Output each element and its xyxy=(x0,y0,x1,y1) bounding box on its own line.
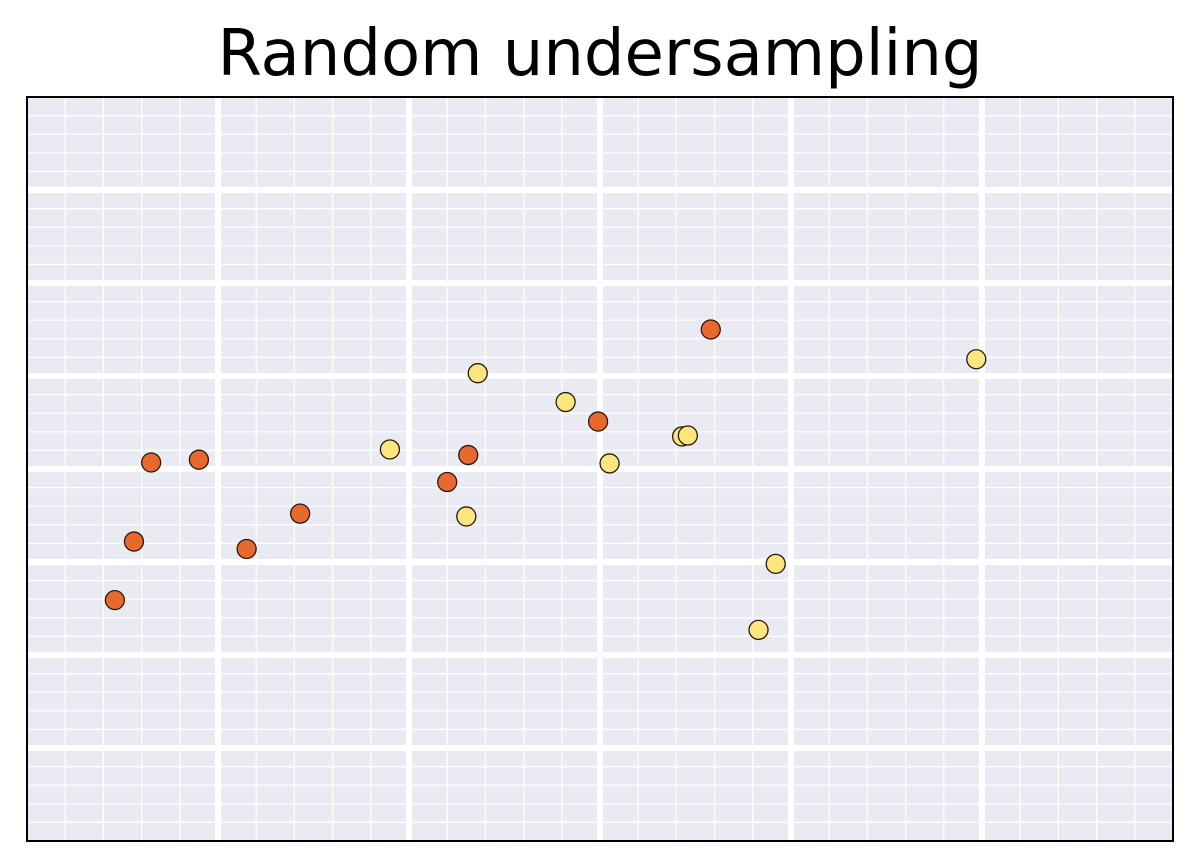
data-point xyxy=(458,444,479,466)
data-point xyxy=(123,531,145,552)
data-point xyxy=(677,425,699,446)
data-point xyxy=(236,538,257,560)
data-point xyxy=(599,453,620,474)
data-point xyxy=(555,391,576,413)
data-point xyxy=(289,503,311,524)
data-point xyxy=(456,506,477,527)
series-2 xyxy=(379,349,987,641)
series-1 xyxy=(104,319,721,611)
data-point xyxy=(765,553,786,575)
data-point xyxy=(104,589,126,611)
plot-frame xyxy=(26,96,1174,842)
data-point xyxy=(467,363,488,384)
data-point xyxy=(700,319,721,340)
data-point xyxy=(140,452,162,473)
data-point xyxy=(966,349,987,370)
data-point xyxy=(748,619,769,641)
data-point xyxy=(379,439,401,460)
data-point xyxy=(587,411,609,432)
major-grid xyxy=(27,97,1173,841)
data-point xyxy=(437,471,458,493)
chart-title: Random undersampling xyxy=(217,17,983,91)
data-point xyxy=(188,449,210,470)
data-points xyxy=(104,319,987,641)
